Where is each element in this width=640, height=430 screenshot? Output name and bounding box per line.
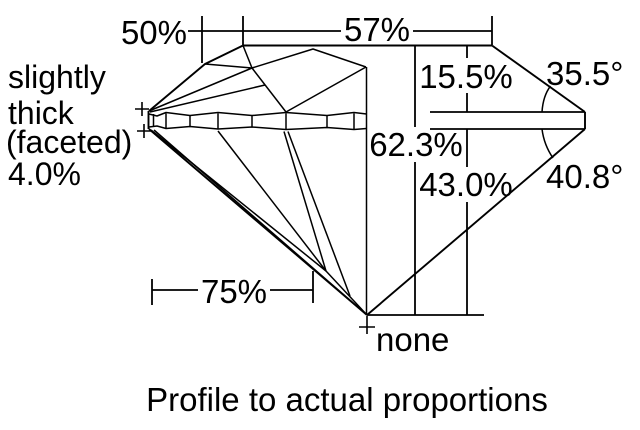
girdle-top-edge xyxy=(148,111,367,117)
girdle-facet-ticks xyxy=(152,113,355,129)
label-lower-girdle: 75% xyxy=(201,273,267,310)
bezel-edge-tip-to-l xyxy=(148,67,253,112)
girdle-label-line4: 4.0% xyxy=(8,156,81,192)
crown-facets xyxy=(148,45,367,113)
girdle-bottom-edge xyxy=(148,125,367,131)
lower-girdle-edge-1 xyxy=(150,129,327,272)
pavilion-facets xyxy=(150,129,368,316)
crown-outline-right xyxy=(491,44,586,113)
pavilion-angle-arc xyxy=(541,128,554,159)
lower-girdle-edge-2 xyxy=(217,130,327,272)
culet-plus-icon xyxy=(359,316,375,334)
top-dimension-lines xyxy=(188,16,493,63)
depth-dimension-lines xyxy=(367,46,585,316)
star-facet-edge xyxy=(204,63,253,69)
girdle-label-line1: slightly xyxy=(8,59,106,95)
lower-girdle-edge-3 xyxy=(283,131,327,272)
label-culet: none xyxy=(376,321,449,358)
upper-girdle-facet-edge xyxy=(149,84,266,113)
label-total-depth: 62.3% xyxy=(369,126,463,163)
pavilion-outline-right xyxy=(366,128,586,316)
diagram-caption: Profile to actual proportions xyxy=(146,381,548,418)
girdle-description: slightly thick (faceted) 4.0% xyxy=(6,59,132,192)
pavilion-ridge-to-culet xyxy=(325,270,368,316)
girdle-top-plus-icon xyxy=(135,102,149,116)
angle-arcs xyxy=(541,85,554,159)
girdle-label-line2: thick xyxy=(8,95,75,131)
label-crown-angle: 35.5° xyxy=(546,55,623,92)
crown-angle-arc xyxy=(541,85,552,113)
label-crown-height: 15.5% xyxy=(419,58,513,95)
label-pavilion-angle: 40.8° xyxy=(546,158,623,195)
table-edge-to-l xyxy=(242,45,253,69)
girdle-bottom-plus-icon xyxy=(137,124,151,138)
kite-to-girdle-left xyxy=(251,67,287,113)
kite-facet xyxy=(251,48,367,69)
label-table-percent: 57% xyxy=(344,11,410,48)
label-pavilion-depth: 43.0% xyxy=(419,166,513,203)
lower-girdle-dimension xyxy=(151,271,314,305)
labels: 50% 57% 15.5% 35.5° 62.3% 43.0% 40.8° 75… xyxy=(6,11,623,418)
lower-girdle-edge-4 xyxy=(287,131,351,297)
kite-to-girdle-right xyxy=(285,66,367,113)
girdle-band xyxy=(148,111,367,131)
girdle-label-line3: (faceted) xyxy=(6,124,132,160)
plus-marks xyxy=(135,102,375,334)
label-star-length: 50% xyxy=(121,14,187,51)
